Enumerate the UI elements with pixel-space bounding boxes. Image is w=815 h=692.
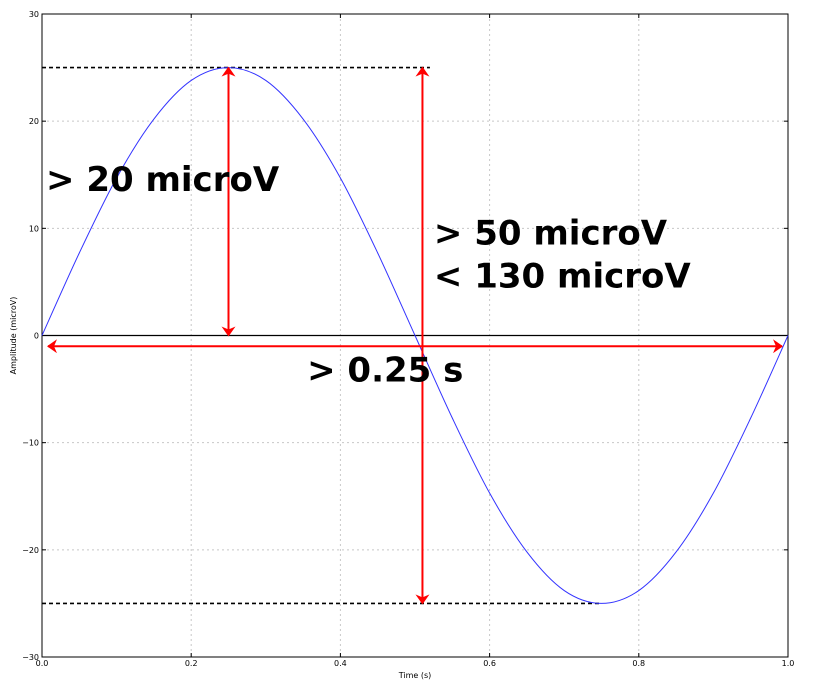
y-tick-label: 20 [29, 117, 39, 126]
y-tick-label: −10 [22, 439, 39, 448]
y-tick-label: −30 [22, 653, 39, 662]
y-tick-label: −20 [22, 546, 39, 555]
x-tick-label: 0.6 [483, 659, 496, 668]
x-tick-label: 0.2 [185, 659, 198, 668]
annotation-label: > 20 microV [46, 160, 280, 200]
y-axis-label: Amplitude (microV) [9, 297, 18, 375]
tick-labels: 0.0 0.2 0.4 0.6 0.8 1.0 −30 −20 −10 0 10 20 30 [22, 10, 794, 668]
y-tick-label: 30 [29, 10, 39, 19]
axis-labels: Time (s) Amplitude (microV) [9, 297, 431, 680]
x-tick-label: 1.0 [782, 659, 795, 668]
x-axis-label: Time (s) [398, 671, 432, 680]
annotation-texts: > 20 microV > 50 microV< 130 microV > 0.25… [46, 160, 691, 391]
annotation-label: < 130 microV [434, 256, 691, 296]
sine-wave-line [41, 67, 789, 604]
annotation-arrows [47, 66, 783, 605]
x-tick-label: 0.0 [36, 659, 49, 668]
x-tick-label: 0.8 [632, 659, 645, 668]
y-tick-label: 10 [29, 224, 39, 233]
x-tick-label: 0.4 [334, 659, 347, 668]
annotation-label: > 50 microV [434, 213, 668, 253]
annotation-label: > 0.25 s [307, 351, 463, 391]
y-tick-label: 0 [34, 332, 39, 341]
series-layer [41, 67, 789, 604]
